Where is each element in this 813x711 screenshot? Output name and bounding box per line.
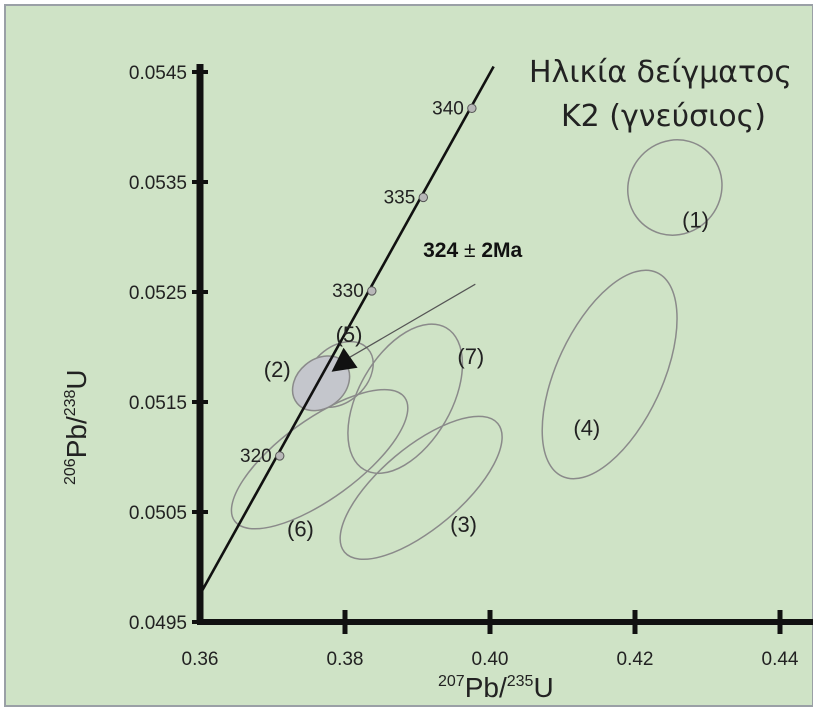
x-label-element-bottom: U xyxy=(533,672,553,703)
y-label-element-top: Pb xyxy=(61,424,92,458)
ellipse-label-7: (7) xyxy=(457,344,484,369)
ellipse-label-6: (6) xyxy=(287,517,314,542)
y-tick-label-3: 0.0525 xyxy=(129,283,187,304)
annotation-arrow-shaft xyxy=(345,283,476,361)
age-marker-330 xyxy=(367,286,377,296)
x-tick-label-3: 0.42 xyxy=(617,649,654,670)
x-tick-label-0: 0.36 xyxy=(182,649,219,670)
concordia-line xyxy=(198,65,495,596)
figure-frame xyxy=(4,4,813,707)
chart-title-line-1: Ηλικία δείγματος xyxy=(529,55,792,90)
ellipse-label-3: (3) xyxy=(450,512,477,537)
error-ellipse-3 xyxy=(339,415,503,561)
y-tick-label-1: 0.0505 xyxy=(129,503,187,524)
age-marker-320 xyxy=(275,451,285,461)
labels: (1) (3) (4) (5) (6) (7) (2) 320 330 335 340 0.0495 0… xyxy=(129,63,799,670)
y-axis-label: 206Pb/238U xyxy=(61,369,92,485)
concordia-curve-group xyxy=(198,65,495,596)
x-axis-label: 207Pb/235U xyxy=(438,672,554,703)
axes xyxy=(192,64,813,634)
annotation-arrow-head xyxy=(331,347,358,372)
x-tick-label-4: 0.44 xyxy=(762,649,799,670)
age-label-330: 330 xyxy=(332,281,364,302)
age-label-335: 335 xyxy=(384,187,416,208)
age-annotation: 324 ± 2Ma xyxy=(423,239,522,262)
error-ellipse-1 xyxy=(627,139,723,236)
y-tick-label-2: 0.0515 xyxy=(129,393,187,414)
y-tick-label-5: 0.0545 xyxy=(129,63,187,84)
x-label-mass-bottom: 235 xyxy=(507,673,534,690)
y-tick-label-4: 0.0535 xyxy=(129,173,187,194)
error-ellipse-6 xyxy=(230,388,409,530)
ellipse-label-2: (2) xyxy=(264,357,291,382)
x-label-mass-top: 207 xyxy=(438,673,465,690)
age-marker-335 xyxy=(418,192,428,203)
x-label-element-top: Pb xyxy=(465,672,499,703)
y-label-mass-bottom: 238 xyxy=(62,389,79,416)
plot-background xyxy=(5,5,813,706)
age-label-320: 320 xyxy=(240,446,272,467)
y-tick-label-0: 0.0495 xyxy=(129,613,187,634)
y-label-mass-top: 206 xyxy=(62,458,79,485)
ellipse-label-4: (4) xyxy=(573,415,600,440)
age-label-340: 340 xyxy=(432,98,464,119)
x-tick-label-2: 0.40 xyxy=(472,649,509,670)
ellipse-label-5: (5) xyxy=(336,322,363,347)
error-ellipse-4 xyxy=(541,269,678,480)
x-tick-label-1: 0.38 xyxy=(327,649,364,670)
chart-title-line-2: K2 (γνεύσιος) xyxy=(561,99,766,134)
error-ellipse-7 xyxy=(347,323,464,475)
age-marker-340 xyxy=(467,103,477,114)
ellipse-label-1: (1) xyxy=(682,208,709,233)
y-label-element-bottom: U xyxy=(61,369,92,389)
